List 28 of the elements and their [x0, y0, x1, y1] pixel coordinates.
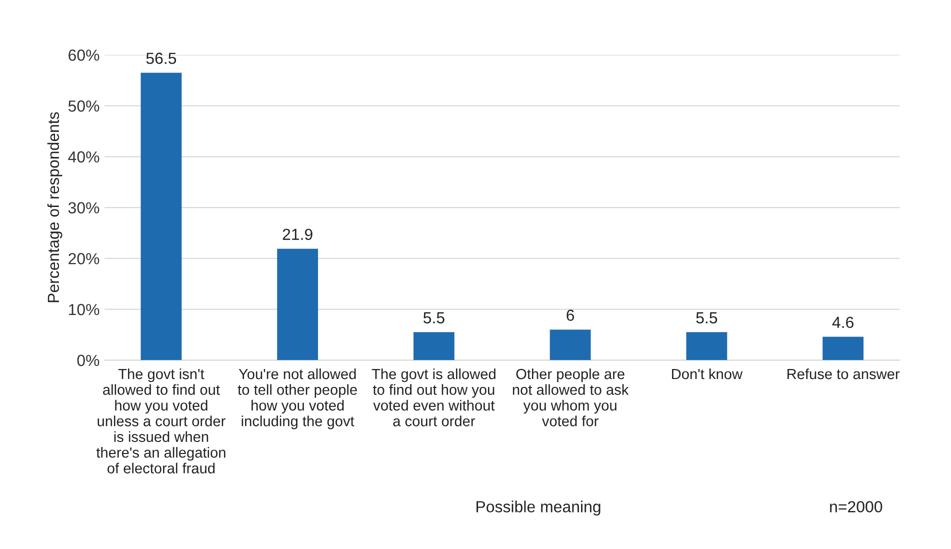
data-label: 56.5 — [146, 52, 176, 64]
x-axis-title: Possible meaning — [476, 500, 600, 516]
y-tick-label: 0% — [77, 354, 100, 366]
y-tick-label: 30% — [68, 202, 100, 214]
bar — [822, 336, 864, 360]
bar — [277, 248, 318, 360]
data-label: 4.6 — [832, 316, 854, 328]
bar — [550, 330, 591, 360]
x-tick-label: The govt is allowed to find out how you voted even without a court order — [372, 368, 496, 426]
data-label: 5.5 — [696, 312, 718, 324]
bar — [140, 72, 182, 360]
bar — [686, 332, 728, 360]
x-tick-label: Refuse to answer — [788, 368, 900, 380]
x-tick-label: You're not allowed to tell other people how you voted including the govt — [238, 368, 357, 430]
y-axis-title: Percentage of respondents — [47, 112, 62, 302]
bar — [413, 332, 454, 360]
y-tick-label: 60% — [68, 50, 100, 61]
y-tick-label: 40% — [68, 151, 100, 163]
y-tick-label: 10% — [69, 304, 100, 316]
text: n=2000 — [830, 501, 882, 512]
y-tick-label: 20% — [68, 253, 100, 264]
data-label: 21.9 — [282, 228, 312, 240]
data-label: 5.5 — [423, 312, 444, 324]
x-tick-label: The govt isn't allowed to find out how you voted unless a court order is issued when there's an allegation of electoral fraud — [96, 368, 226, 474]
x-tick-label: Other people are not allowed to ask you whom you voted for — [512, 368, 629, 426]
data-label: 6 — [566, 310, 574, 321]
x-tick-label: Don't know — [672, 368, 743, 380]
y-tick-label: 50% — [68, 100, 100, 112]
